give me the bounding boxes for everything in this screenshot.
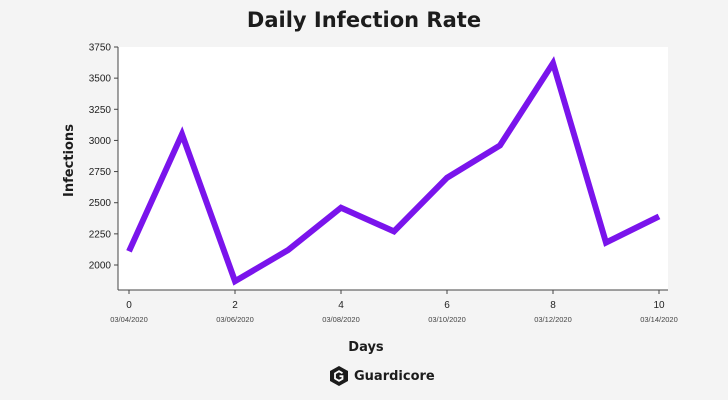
brand-name: Guardicore [354, 368, 435, 384]
x-tick-label: 0 [126, 300, 132, 311]
y-tick-label: 2750 [89, 167, 112, 178]
y-tick-label: 3250 [89, 105, 112, 116]
y-tick-label: 2500 [89, 198, 112, 209]
y-tick-label: 3750 [89, 43, 112, 54]
y-tick-label: 2000 [89, 261, 112, 272]
series-line [126, 56, 661, 286]
x-tick-date-label: 03/08/2020 [322, 315, 360, 324]
plot-area [118, 47, 668, 290]
x-tick-label: 10 [653, 300, 665, 311]
y-tick-label: 3500 [89, 74, 112, 85]
y-axis-label: Infections [62, 124, 77, 197]
y-tick-label: 2250 [89, 229, 112, 240]
x-tick-label: 4 [338, 300, 344, 311]
x-tick-date-label: 03/06/2020 [216, 315, 254, 324]
x-tick-date-label: 03/14/2020 [640, 315, 678, 324]
x-tick-label: 2 [232, 300, 238, 311]
x-tick-label: 8 [550, 300, 556, 311]
y-tick-label: 3000 [89, 136, 112, 147]
x-axis-label: Days [348, 340, 384, 355]
guardicore-logo-icon [330, 366, 348, 386]
x-tick-date-label: 03/12/2020 [534, 315, 572, 324]
x-tick-date-label: 03/04/2020 [110, 315, 148, 324]
x-tick-label: 6 [444, 300, 450, 311]
chart-title: Daily Infection Rate [246, 8, 482, 32]
x-tick-date-label: 03/10/2020 [428, 315, 466, 324]
brand-logo: Guardicore [330, 366, 435, 386]
